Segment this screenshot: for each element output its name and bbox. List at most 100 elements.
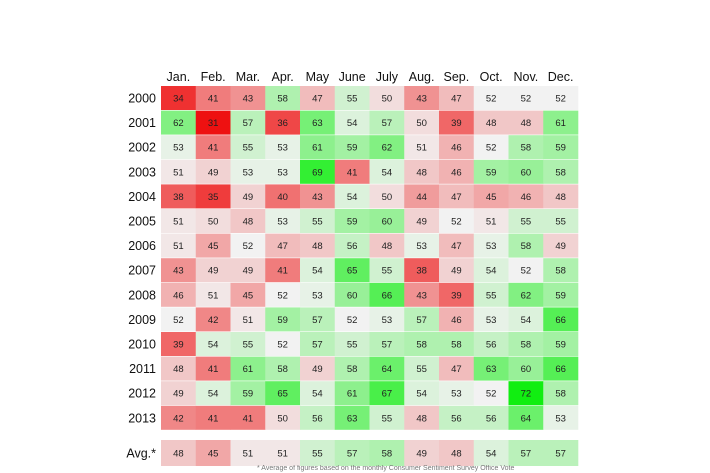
heatmap-cell xyxy=(404,356,440,381)
cell-value: 53 xyxy=(486,241,497,252)
cell-value: 62 xyxy=(173,118,184,129)
cell-value: 52 xyxy=(347,315,358,326)
cell-value: 53 xyxy=(555,413,566,424)
cell-value: 59 xyxy=(555,340,566,351)
heatmap-cell xyxy=(508,405,544,430)
cell-value: 50 xyxy=(416,118,427,129)
heatmap-cell xyxy=(300,233,336,258)
heatmap-cell xyxy=(334,332,370,356)
year-label: 2008 xyxy=(128,288,156,302)
cell-value: 58 xyxy=(555,266,566,277)
cell-value: 55 xyxy=(347,340,358,351)
cell-value: 51 xyxy=(173,167,184,178)
cell-value: 49 xyxy=(208,266,219,277)
heatmap-cell xyxy=(334,307,370,332)
heatmap-cell xyxy=(369,332,405,356)
year-label: 2011 xyxy=(129,362,156,376)
year-label: 2000 xyxy=(128,92,156,106)
heatmap-cell xyxy=(543,86,579,110)
heatmap-cell xyxy=(195,233,231,258)
cell-value: 39 xyxy=(451,290,462,301)
heatmap-cell xyxy=(473,184,509,209)
cell-value: 42 xyxy=(208,315,219,326)
heatmap-cell xyxy=(473,405,509,430)
cell-value: 55 xyxy=(312,217,323,228)
heatmap-cell xyxy=(473,356,509,381)
heatmap-cell xyxy=(508,184,544,209)
cell-value: 59 xyxy=(347,143,358,154)
cell-value: 66 xyxy=(555,364,566,375)
year-label: 2005 xyxy=(128,215,156,229)
heatmap-cell xyxy=(300,356,336,381)
cell-value: 41 xyxy=(208,413,219,424)
heatmap-cell xyxy=(543,110,579,135)
month-label: July xyxy=(376,70,399,84)
heatmap-cell xyxy=(334,159,370,184)
heatmap-cell xyxy=(404,184,440,209)
heatmap-cell xyxy=(439,86,475,110)
cell-value: 58 xyxy=(416,340,427,351)
cell-value: 58 xyxy=(451,340,462,351)
average-cell xyxy=(265,440,301,466)
heatmap-cell xyxy=(230,110,266,135)
heatmap-cell xyxy=(230,381,266,406)
heatmap-cell xyxy=(195,110,231,135)
heatmap-cell xyxy=(161,282,197,307)
cell-value: 46 xyxy=(451,315,462,326)
cell-value: 34 xyxy=(173,94,184,105)
heatmap-cell xyxy=(265,135,301,160)
cell-value: 43 xyxy=(416,94,427,105)
cell-value: 51 xyxy=(486,217,497,228)
heatmap-cell xyxy=(161,258,197,283)
heatmap-cell xyxy=(369,86,405,110)
average-cell xyxy=(300,440,336,466)
heatmap-cell xyxy=(300,332,336,356)
year-labels: 2000 2001 2002 2003 2004 2005 2006 2007 2008 2009… xyxy=(128,92,156,426)
heatmap-cell xyxy=(404,159,440,184)
heatmap-cell xyxy=(473,135,509,160)
cell-value: 31 xyxy=(208,118,219,129)
heatmap-cell xyxy=(439,356,475,381)
cell-value: 53 xyxy=(277,217,288,228)
cell-value: 38 xyxy=(173,192,184,203)
cell-value: 58 xyxy=(277,364,288,375)
cell-value: 48 xyxy=(416,167,427,178)
heatmap-cell xyxy=(439,209,475,233)
average-cell xyxy=(543,440,579,466)
cell-value: 50 xyxy=(208,217,219,228)
cell-value: 55 xyxy=(243,143,254,154)
heatmap-cell xyxy=(300,135,336,160)
cell-value: 55 xyxy=(486,290,497,301)
heatmap-cell xyxy=(230,307,266,332)
heatmap-cell xyxy=(334,258,370,283)
cell-value: 59 xyxy=(555,290,566,301)
heatmap-cell xyxy=(404,381,440,406)
heatmap-cell xyxy=(369,282,405,307)
heatmap-cell xyxy=(161,135,197,160)
heatmap-cell xyxy=(161,233,197,258)
heatmap-cell xyxy=(508,381,544,406)
heatmap-cell xyxy=(161,86,197,110)
cell-value: 52 xyxy=(277,340,288,351)
cell-value: 54 xyxy=(208,389,219,400)
cell-value: 55 xyxy=(347,94,358,105)
cell-value: 52 xyxy=(486,94,497,105)
year-label: 2006 xyxy=(128,239,156,253)
heatmap-cell xyxy=(473,332,509,356)
heatmap-cell xyxy=(404,233,440,258)
heatmap-cell xyxy=(300,209,336,233)
average-cell xyxy=(508,440,544,466)
year-label: 2009 xyxy=(128,313,156,327)
cell-value: 56 xyxy=(312,413,323,424)
cell-value: 55 xyxy=(555,217,566,228)
cell-value: 41 xyxy=(347,167,358,178)
heatmap-cell xyxy=(334,110,370,135)
heatmap-cell xyxy=(369,381,405,406)
month-label: Jan. xyxy=(167,70,191,84)
cell-value: 55 xyxy=(382,266,393,277)
average-value: 45 xyxy=(208,449,219,460)
heatmap-cell xyxy=(473,258,509,283)
heatmap-cell xyxy=(508,110,544,135)
heatmap-cell xyxy=(439,135,475,160)
cell-value: 43 xyxy=(312,192,323,203)
